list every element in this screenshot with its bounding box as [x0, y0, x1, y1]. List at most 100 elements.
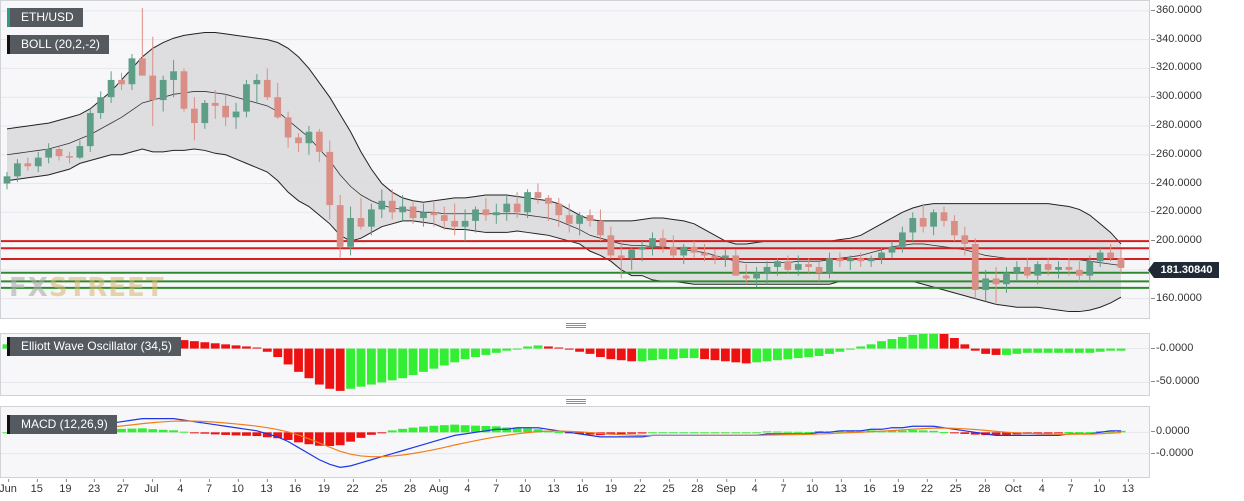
macd-hist-bar: [689, 432, 699, 434]
candle-body: [180, 71, 188, 109]
macd-hist-bar: [679, 432, 689, 434]
ewo-bar: [710, 348, 720, 361]
ewo-chart-svg: [1, 334, 1149, 391]
macd-hist-bar: [627, 432, 637, 434]
candle-body: [336, 205, 344, 247]
ewo-bar: [189, 341, 199, 349]
candle-body: [857, 258, 865, 262]
ewo-tick-label: -50.0000: [1150, 375, 1200, 388]
candle-body: [253, 79, 261, 85]
macd-hist-bar: [668, 432, 678, 434]
ewo-bar: [450, 348, 460, 363]
candle-body: [1096, 252, 1104, 262]
ewo-bar: [554, 347, 564, 349]
candle-body: [597, 220, 604, 236]
macd-panel[interactable]: MACD (12,26,9): [0, 406, 1150, 478]
boll-indicator-label[interactable]: BOLL (20,2,-2): [7, 35, 109, 54]
time-axis[interactable]: Jun 15 19 23 27 Jul 4 7 10 13 16 19 22 25 28 Aug 4 7 10 13 1…: [0, 479, 1150, 500]
ewo-bar: [804, 348, 814, 358]
macd-hist-bar: [148, 429, 158, 433]
ewo-axis[interactable]: -0.0000 -50.0000: [1150, 333, 1244, 396]
macd-hist-bar: [752, 432, 762, 434]
ewo-bar: [335, 348, 345, 391]
ewo-bar: [981, 348, 991, 354]
candle-body: [1075, 269, 1083, 276]
candle-body: [191, 108, 198, 124]
candle-body: [607, 235, 615, 256]
ewo-bar: [314, 348, 324, 385]
candle-body: [617, 255, 625, 259]
candle-body: [24, 163, 32, 167]
candle-body: [472, 209, 479, 221]
candle-body: [930, 212, 937, 227]
macd-hist-bar: [294, 432, 303, 443]
macd-hist-bar: [169, 430, 179, 433]
macd-hist-bar: [314, 432, 324, 446]
candle-body: [66, 156, 73, 158]
macd-indicator-label[interactable]: MACD (12,26,9): [7, 415, 117, 434]
candle-body: [805, 264, 813, 267]
ewo-bar: [1095, 348, 1105, 352]
candle-body: [1023, 266, 1031, 276]
candle-body: [753, 272, 760, 279]
candle-body: [878, 252, 885, 259]
time-tick-label: Oct: [1004, 479, 1022, 495]
time-tick-label: 25: [662, 479, 675, 495]
ewo-bar: [918, 334, 928, 349]
time-tick-label: 7: [205, 479, 213, 495]
time-tick-label: 23: [88, 479, 101, 495]
candle-body: [826, 258, 833, 273]
ewo-bar: [585, 348, 595, 354]
ewo-bar: [648, 348, 657, 361]
price-tick-label: 220.0000: [1151, 205, 1202, 218]
macd-hist-bar: [262, 432, 272, 438]
macd-hist-bar: [127, 428, 137, 433]
macd-hist-bar: [887, 430, 897, 433]
price-chart-svg[interactable]: [1, 1, 1150, 319]
price-tick-label: 160.0000: [1151, 291, 1202, 304]
macd-hist-bar: [845, 430, 855, 433]
ewo-indicator-label[interactable]: Elliott Wave Oscillator (34,5): [7, 337, 181, 356]
macd-hist-bar: [814, 431, 824, 433]
candle-body: [482, 209, 490, 216]
bollinger-upper-line: [6, 31, 1122, 245]
ewo-bar: [1116, 348, 1126, 351]
ewo-bar: [262, 348, 272, 352]
panel-resize-handle-2[interactable]: [566, 398, 586, 404]
candle-body: [97, 97, 105, 114]
macd-hist-bar: [471, 425, 480, 433]
macd-hist-bar: [252, 432, 262, 437]
macd-hist-bar: [533, 429, 543, 433]
ewo-bar: [346, 348, 355, 389]
ewo-bar: [658, 348, 668, 360]
macd-hist-bar: [804, 431, 814, 433]
ewo-bar: [304, 348, 314, 379]
candle-body: [888, 246, 896, 253]
candle-body: [1117, 258, 1125, 268]
macd-line: [7, 418, 1121, 468]
macd-hist-bar: [356, 432, 366, 438]
macd-hist-bar: [439, 425, 449, 433]
candle-body: [263, 79, 271, 98]
candle-body: [544, 197, 552, 204]
macd-axis[interactable]: 0.0000 -0.0000: [1150, 406, 1244, 478]
ewo-bar: [543, 346, 553, 349]
macd-hist-bar: [210, 432, 220, 435]
macd-hist-bar: [523, 428, 532, 433]
price-chart-panel[interactable]: ETH/USD BOLL (20,2,-2) FXSTREET: [0, 0, 1150, 319]
ewo-panel[interactable]: Elliott Wave Oscillator (34,5): [0, 333, 1150, 396]
ewo-bar: [835, 348, 845, 352]
symbol-label[interactable]: ETH/USD: [7, 8, 83, 27]
ewo-bar: [471, 348, 480, 358]
ewo-bar: [273, 348, 283, 358]
candle-body: [794, 264, 802, 270]
candle-body: [388, 200, 396, 213]
panel-resize-handle[interactable]: [566, 322, 586, 328]
macd-hist-bar: [273, 432, 283, 439]
macd-hist-bar: [377, 432, 387, 434]
price-tick-label: 300.0000: [1151, 90, 1202, 103]
candle-body: [128, 58, 136, 85]
candle-body: [919, 218, 927, 227]
candle-body: [815, 266, 823, 273]
ewo-bar: [970, 348, 980, 351]
